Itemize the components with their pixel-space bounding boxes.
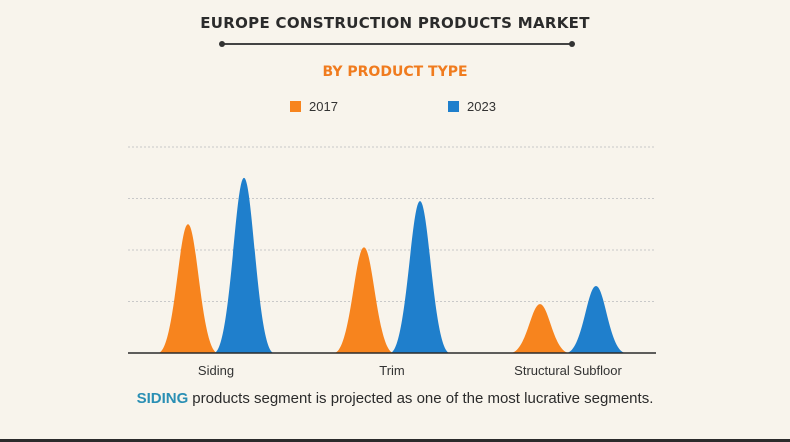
peak-2023-siding [214,177,274,353]
chart-title: EUROPE CONSTRUCTION PRODUCTS MARKET [200,14,590,32]
data-peaks [158,177,626,353]
peak-2023-structural-subfloor [566,286,626,353]
legend-swatch-2023 [448,101,459,112]
caption-highlight: SIDING [136,390,189,407]
x-axis-labels: Siding Trim Structural Subfloor [198,363,623,378]
title-divider [219,41,575,47]
legend-label-2023: 2023 [467,99,496,114]
legend-label-2017: 2017 [309,99,338,114]
legend-swatch-2017 [290,101,301,112]
chart-subtitle: BY PRODUCT TYPE [322,64,468,80]
legend: 2017 2023 [0,99,790,117]
caption: SIDING products segment is projected as o… [0,390,790,407]
divider-dot-right [569,41,575,47]
peak-2017-structural-subfloor [510,304,570,353]
divider-dot-left [219,41,225,47]
peak-2017-siding [158,224,218,353]
peak-2023-trim [390,201,450,353]
legend-item-2023: 2023 [448,99,496,114]
peak-2017-trim [334,247,394,353]
x-tick-label: Siding [198,363,234,378]
bottom-border [0,439,790,442]
caption-text: products segment is projected as one of … [192,390,654,407]
x-tick-label: Trim [379,363,405,378]
grid-lines [128,146,656,302]
x-tick-label: Structural Subfloor [514,363,622,378]
legend-item-2017: 2017 [290,99,338,114]
